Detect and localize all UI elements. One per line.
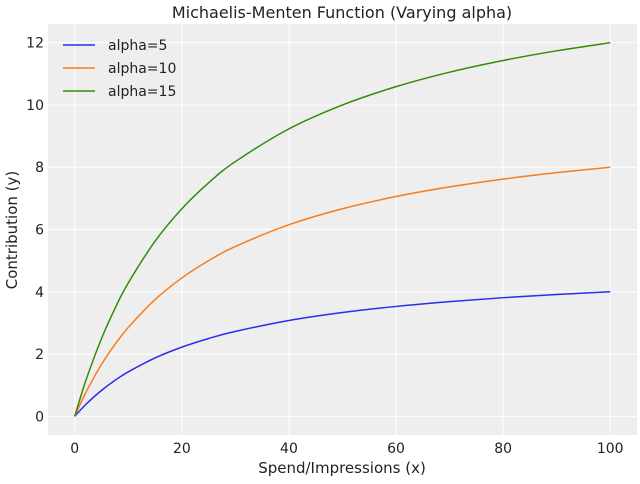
y-tick-label: 2: [35, 347, 44, 363]
y-axis-label: Contribution (y): [3, 171, 21, 289]
x-tick-label: 60: [387, 441, 405, 457]
x-tick-label: 80: [494, 441, 512, 457]
y-tick-label: 4: [35, 285, 44, 301]
legend-label: alpha=15: [108, 84, 176, 100]
y-tick-label: 0: [35, 409, 44, 425]
legend-label: alpha=10: [108, 61, 176, 77]
x-tick-label: 20: [173, 441, 191, 457]
tick-labels: 0 20 40 60 80 100 0 2 4 6 8 10 12: [26, 36, 623, 457]
y-tick-label: 8: [35, 160, 44, 176]
series-line-alpha-10: [74, 166, 611, 417]
legend-label: alpha=5: [108, 38, 167, 54]
y-tick-label: 6: [35, 223, 44, 239]
y-tick-label: 12: [26, 36, 44, 52]
x-tick-label: 40: [280, 441, 298, 457]
series-lines: [74, 41, 611, 417]
chart-title: Michaelis-Menten Function (Varying alpha…: [172, 3, 512, 22]
grid: [48, 24, 637, 435]
series-line-alpha-15: [74, 41, 611, 417]
x-axis-label: Spend/Impressions (x): [258, 459, 426, 477]
x-tick-label: 0: [70, 441, 79, 457]
x-tick-label: 100: [597, 441, 624, 457]
legend: alpha=5 alpha=10 alpha=15: [63, 38, 176, 100]
series-line-alpha-5: [74, 291, 611, 417]
y-tick-label: 10: [26, 98, 44, 114]
